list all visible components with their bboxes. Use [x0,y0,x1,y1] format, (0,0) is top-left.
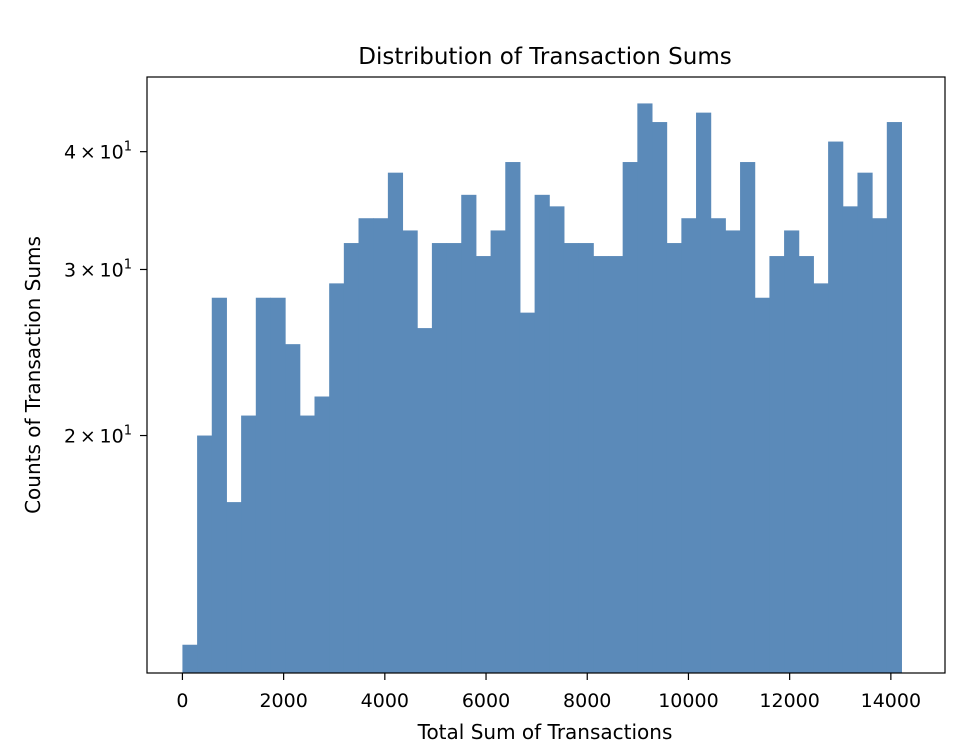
histogram-bar [769,256,785,673]
histogram-bar [886,122,902,674]
histogram-bar [666,243,682,674]
y-tick-label: 2 × 101 [64,424,132,448]
histogram-bar [299,415,315,673]
histogram-bar [226,502,242,673]
histogram-bar [534,194,550,673]
histogram-bar [417,328,433,673]
histogram-bar [241,415,257,673]
histogram-bar [798,256,814,673]
histogram-bar [182,644,198,673]
histogram-bar [593,256,609,673]
histogram-bar [828,141,844,673]
histogram-bar [681,218,697,674]
histogram-bar [343,243,360,674]
x-tick-label: 6000 [462,690,510,712]
histogram-bar [490,230,506,673]
histogram-bar [211,297,227,673]
chart-title: Distribution of Transaction Sums [358,44,731,70]
y-axis-label: Counts of Transaction Sums [21,236,45,514]
histogram-bar [285,344,301,673]
x-axis-label: Total Sum of Transactions [417,720,673,744]
histogram-bar [813,283,829,673]
y-tick-label: 3 × 101 [64,257,132,281]
histogram-bar [549,206,565,673]
x-tick-label: 2000 [259,690,307,712]
histogram-bar [872,218,888,674]
x-tick-label: 14000 [861,690,921,712]
histogram-bar [710,218,726,674]
histogram-bar [754,297,770,673]
histogram-bar [446,243,462,674]
histogram-bar [725,230,741,673]
histogram-bar [402,230,418,673]
histogram-bar [637,103,653,674]
histogram-bar [197,435,213,673]
histogram-bar [652,122,668,674]
x-tick-label: 10000 [658,690,718,712]
x-tick-label: 12000 [759,690,819,712]
histogram-bar [461,194,477,673]
histogram-bar [740,162,756,674]
histogram-bar [373,218,389,674]
x-tick-label: 8000 [563,690,611,712]
histogram-bar [358,218,374,674]
histogram-bar [255,297,271,673]
histogram-bar [505,162,521,674]
histogram-bar [696,112,712,673]
histogram-bar [857,172,873,674]
histogram-bar [329,283,345,673]
histogram-bar [270,297,286,673]
histogram-bar [519,312,536,673]
x-axis-ticks: 0 2000 4000 6000 8000 10000 12000 14000 [176,673,921,712]
y-tick-label: 4 × 101 [64,140,132,164]
x-tick-label: 4000 [361,690,409,712]
histogram-bar [475,256,492,673]
histogram-bar [622,162,638,674]
histogram-bar [784,230,800,673]
bars-group [182,103,902,674]
histogram-bar [314,396,330,673]
histogram-bar [842,206,858,673]
histogram-bar [563,243,580,674]
histogram-bar [578,243,594,674]
histogram-bar [431,243,448,674]
histogram-bar [387,172,404,674]
y-axis-ticks: 2 × 101 3 × 101 4 × 101 [64,140,147,448]
plot-frame [146,76,946,674]
histogram-bar [607,256,624,673]
x-tick-label: 0 [176,690,188,712]
